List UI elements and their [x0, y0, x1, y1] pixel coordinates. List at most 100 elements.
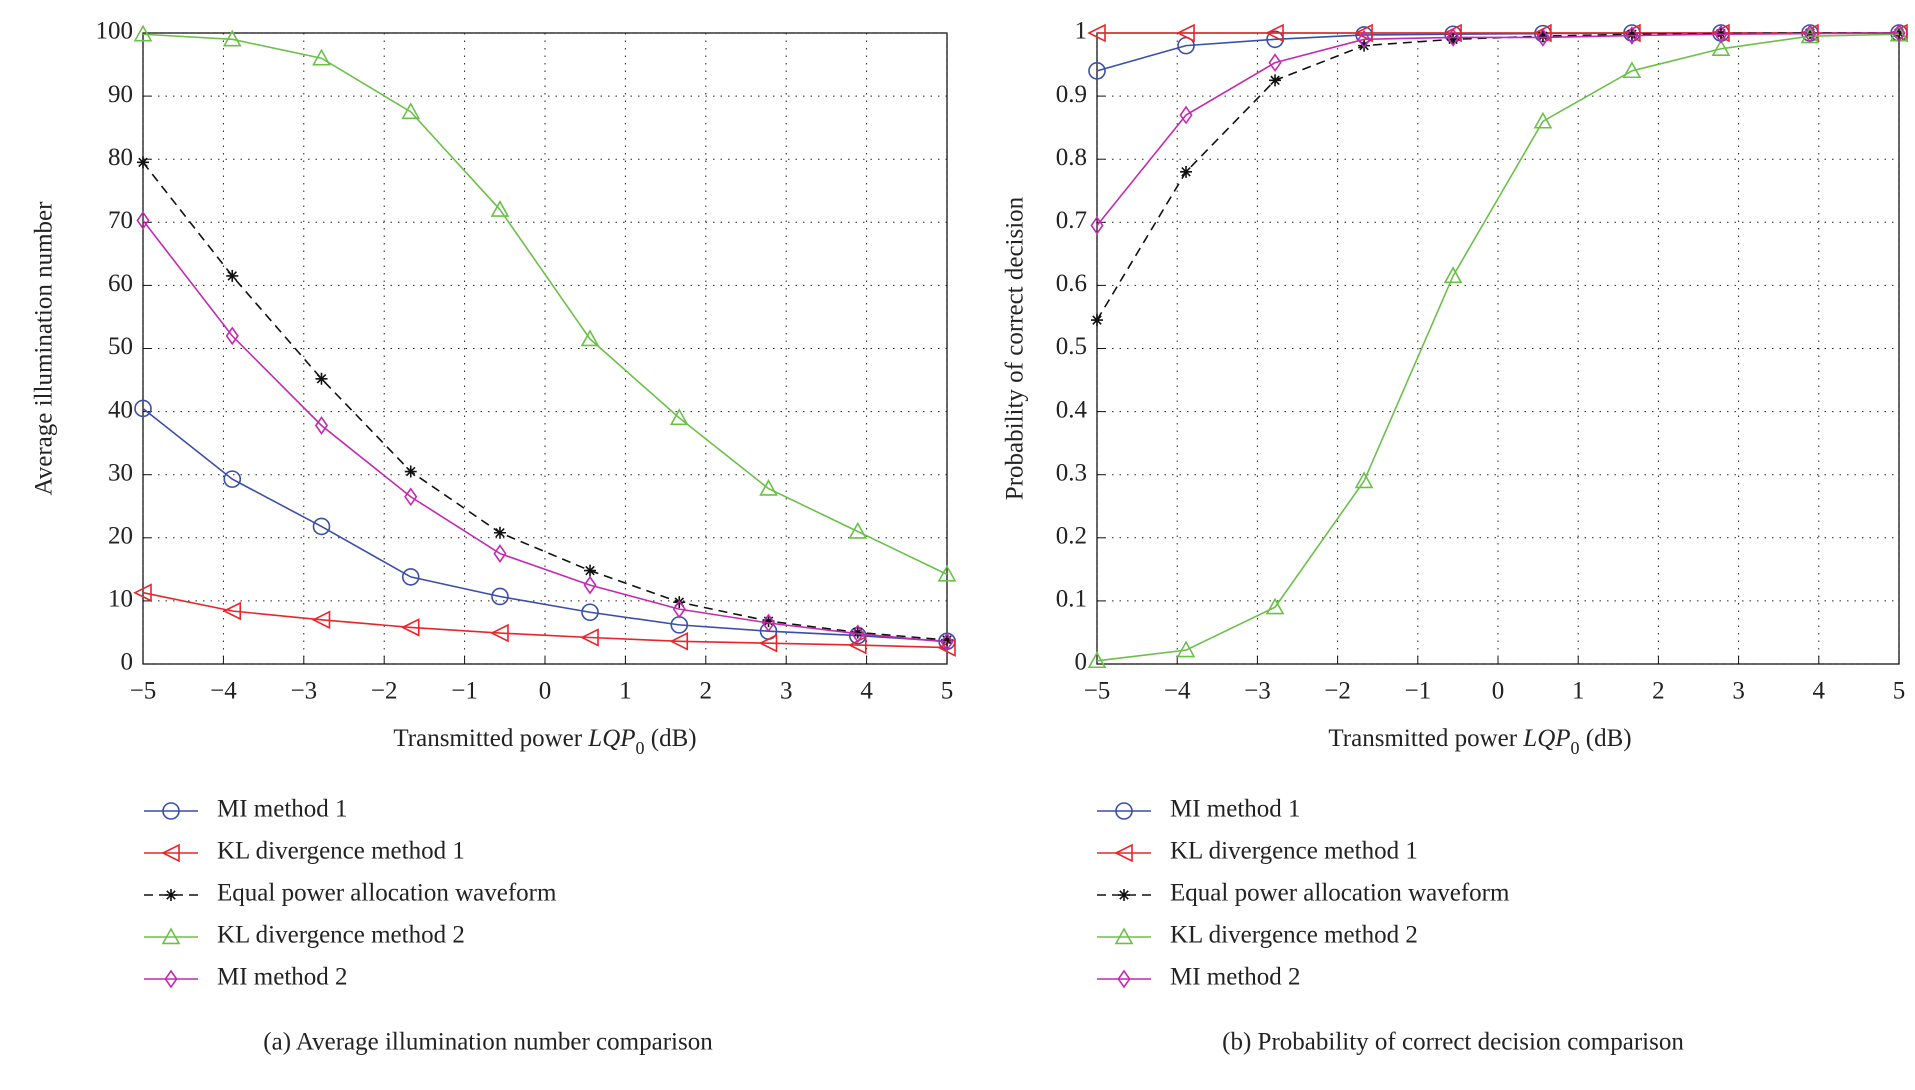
data-point — [1714, 24, 1728, 44]
data-point — [669, 631, 689, 651]
data-point — [941, 634, 953, 647]
data-point — [1354, 471, 1374, 489]
data-point — [136, 211, 150, 230]
x-axis-label-part: LQP — [1522, 725, 1570, 752]
data-point — [225, 326, 239, 346]
data-point — [314, 416, 329, 435]
x-tick-label: −5 — [130, 678, 157, 705]
data-point — [1536, 30, 1549, 43]
y-tick-label: 80 — [108, 144, 133, 171]
x-axis-label: Transmitted power LQP0 (dB) — [393, 725, 696, 758]
series-line — [142, 407, 948, 643]
y-tick-label: 0.8 — [1056, 144, 1087, 171]
y-tick-label: 0 — [121, 649, 134, 676]
data-point — [1446, 28, 1460, 47]
legend-marker — [1117, 969, 1131, 989]
data-point — [226, 269, 239, 282]
x-axis-label-part: Transmitted power — [393, 725, 588, 752]
data-point — [1892, 23, 1906, 43]
data-point — [1625, 26, 1639, 45]
data-point — [1268, 53, 1282, 73]
data-point — [401, 568, 420, 586]
legend-label: KL divergence method 1 — [217, 838, 465, 865]
data-point — [851, 624, 865, 644]
data-point — [1088, 62, 1106, 80]
y-tick-label: 1 — [1075, 18, 1088, 45]
x-tick-label: 0 — [539, 678, 552, 705]
x-tick-label: 2 — [700, 678, 713, 705]
data-point — [584, 564, 597, 577]
y-tick-label: 60 — [108, 270, 133, 297]
data-point — [222, 601, 242, 621]
y-tick-label: 20 — [108, 523, 133, 550]
legend-label: MI method 1 — [217, 796, 348, 823]
y-tick-label: 0.1 — [1056, 586, 1087, 613]
data-point — [1625, 28, 1638, 41]
y-tick-label: 0.9 — [1056, 81, 1087, 108]
x-tick-label: 4 — [860, 678, 873, 705]
series-line — [1096, 32, 1900, 226]
legend-marker — [1118, 889, 1130, 901]
chart-panel: −5 −4 −3 −2 −1 0 1 2 3 4 5 0 0.1 0.2 0.3 0.4 0.5 0.6 0.7 0.… — [1002, 18, 1909, 1056]
y-tick-label: 30 — [108, 459, 133, 486]
data-point — [312, 48, 331, 66]
data-point — [1091, 314, 1103, 327]
data-point — [1533, 111, 1553, 129]
series-line — [142, 161, 948, 641]
x-tick-label: 4 — [1813, 678, 1826, 705]
data-point — [1358, 39, 1371, 52]
y-tick-label: 0.4 — [1056, 396, 1088, 423]
data-point — [137, 156, 149, 169]
x-tick-label: −5 — [1084, 678, 1111, 705]
data-point — [1269, 74, 1282, 87]
x-tick-label: 1 — [1572, 678, 1585, 705]
legend-marker — [162, 802, 180, 820]
x-tick-label: 2 — [1652, 678, 1665, 705]
x-tick-label: 5 — [1893, 678, 1906, 705]
x-tick-label: −2 — [1324, 678, 1351, 705]
data-point — [1536, 28, 1550, 47]
y-tick-label: 90 — [108, 81, 133, 108]
data-point — [1357, 29, 1371, 49]
data-point — [315, 372, 328, 385]
y-tick-label: 0.7 — [1056, 207, 1087, 234]
data-point — [669, 408, 689, 426]
data-point — [1443, 266, 1463, 284]
data-point — [490, 623, 509, 643]
data-point — [400, 618, 420, 637]
legend-label: Equal power allocation waveform — [1170, 880, 1510, 907]
data-point — [1087, 23, 1106, 43]
data-point — [851, 626, 864, 639]
caption: (a) Average illumination number comparis… — [263, 1029, 713, 1056]
data-point — [134, 399, 152, 418]
legend-label: MI method 2 — [217, 964, 348, 991]
data-point — [311, 610, 331, 630]
data-point — [1622, 61, 1642, 79]
data-point — [404, 487, 418, 507]
legend-label: KL divergence method 2 — [217, 922, 465, 949]
data-point — [133, 24, 153, 42]
data-point — [1090, 216, 1104, 235]
data-point — [491, 587, 509, 606]
series-line — [142, 33, 948, 576]
data-point — [759, 478, 778, 496]
data-point — [222, 29, 242, 47]
data-point — [223, 470, 242, 488]
legend-label: MI method 2 — [1170, 964, 1301, 991]
data-point — [401, 102, 421, 120]
y-tick-label: 0.6 — [1056, 270, 1087, 297]
data-point — [583, 575, 597, 595]
data-point — [1265, 597, 1285, 615]
x-axis-label-part: 0 — [636, 738, 645, 758]
x-axis-label: Transmitted power LQP0 (dB) — [1328, 725, 1631, 758]
data-point — [1803, 24, 1817, 44]
data-point — [1176, 23, 1195, 43]
x-tick-label: −1 — [451, 678, 478, 705]
y-tick-label: 10 — [108, 586, 133, 613]
x-tick-label: 3 — [780, 678, 793, 705]
data-point — [672, 599, 686, 619]
data-point — [580, 628, 599, 647]
x-tick-label: −4 — [1164, 678, 1191, 705]
data-point — [580, 329, 600, 347]
legend-marker — [164, 969, 178, 989]
